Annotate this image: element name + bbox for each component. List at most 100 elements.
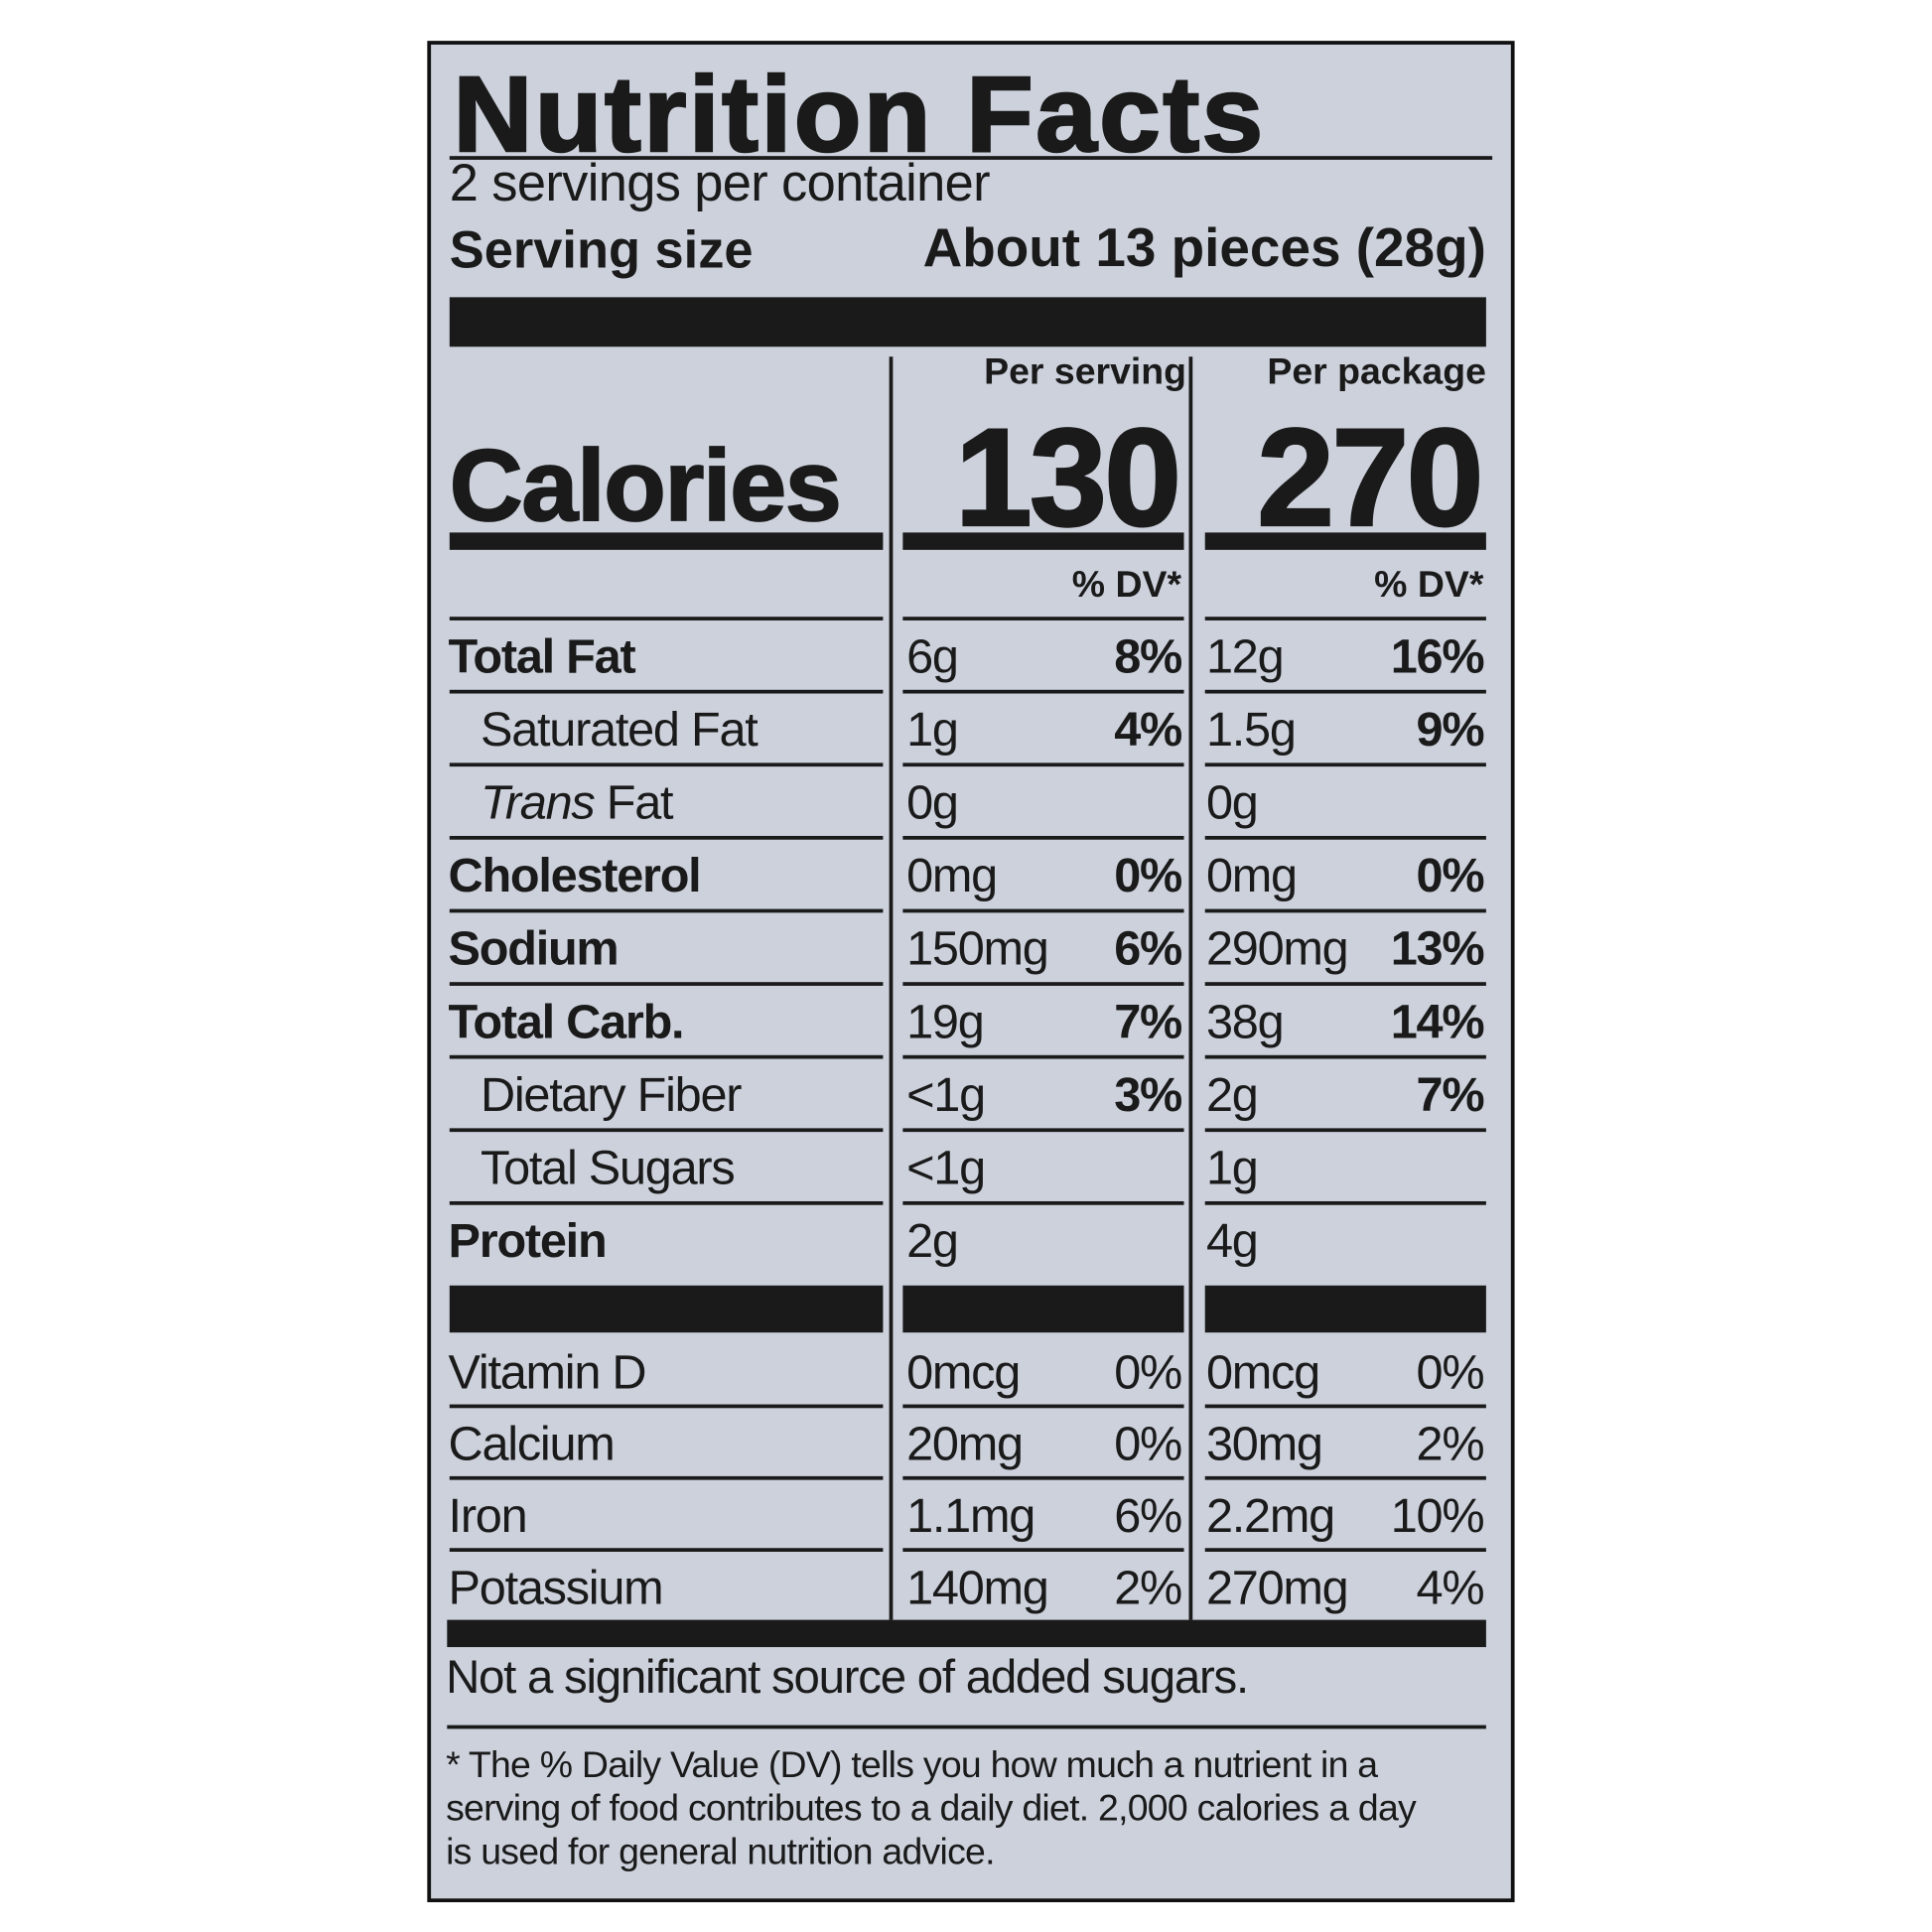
row-divider bbox=[1204, 762, 1486, 767]
per-serving-amount: 1g bbox=[906, 703, 959, 758]
nutrient-name: Trans Fat bbox=[480, 776, 674, 831]
nutrient-name-text: Total Sugars bbox=[480, 1142, 736, 1195]
nutrient-name: Total Carb. bbox=[449, 996, 685, 1050]
per-package-amount: 30mg bbox=[1205, 1418, 1323, 1471]
row-divider bbox=[902, 835, 1184, 840]
nutrient-name: Saturated Fat bbox=[480, 703, 759, 759]
row-divider bbox=[902, 617, 1184, 621]
nutrient-name-text: Sodium bbox=[448, 922, 620, 976]
per-package-dv: 16% bbox=[1390, 629, 1485, 684]
nutrient-name-text: Iron bbox=[448, 1489, 528, 1544]
thick-bar bbox=[449, 297, 1486, 347]
calories-per-serving: 130 bbox=[954, 399, 1183, 556]
row-divider bbox=[1204, 617, 1486, 621]
row-divider bbox=[902, 689, 1184, 694]
per-serving-amount: 0mcg bbox=[906, 1345, 1021, 1400]
row-divider bbox=[1204, 835, 1486, 840]
row-divider bbox=[1204, 908, 1486, 913]
per-package-amount: 1.5g bbox=[1205, 703, 1297, 758]
nutrient-name-text: Potassium bbox=[448, 1561, 664, 1615]
added-sugars-note: Not a significant source of added sugars… bbox=[446, 1652, 1249, 1705]
row-divider bbox=[449, 835, 884, 840]
vitamin-bar bbox=[902, 1285, 1184, 1333]
row-divider bbox=[1204, 1404, 1486, 1409]
column-divider bbox=[889, 356, 894, 1620]
row-divider bbox=[1204, 689, 1486, 694]
per-serving-header: Per serving bbox=[984, 351, 1187, 393]
calories-bar bbox=[1204, 532, 1486, 550]
per-serving-dv: 6% bbox=[1114, 922, 1182, 976]
per-package-dv: 9% bbox=[1416, 703, 1485, 758]
row-divider bbox=[449, 1548, 884, 1552]
calories-bar bbox=[449, 532, 884, 550]
per-package-amount: 38g bbox=[1205, 995, 1285, 1049]
row-divider bbox=[902, 1548, 1184, 1552]
per-serving-amount: 150mg bbox=[906, 922, 1049, 976]
serving-size-label: Serving size bbox=[449, 220, 754, 279]
nutrition-facts-label: Nutrition Facts 2 servings per container… bbox=[427, 41, 1515, 1903]
per-package-amount: 0mg bbox=[1205, 849, 1298, 903]
per-serving-dv: 2% bbox=[1114, 1561, 1182, 1615]
row-divider bbox=[449, 1054, 884, 1059]
nutrient-name: Dietary Fiber bbox=[481, 1069, 742, 1124]
per-package-dv: 13% bbox=[1390, 922, 1485, 976]
divider bbox=[447, 1725, 1486, 1729]
per-package-dv: 0% bbox=[1416, 1345, 1485, 1400]
row-divider bbox=[449, 1200, 884, 1205]
calories-bar bbox=[902, 532, 1184, 550]
nutrient-name-text: Calcium bbox=[448, 1418, 616, 1471]
per-serving-amount: 0g bbox=[906, 776, 959, 830]
label-title: Nutrition Facts bbox=[452, 55, 1266, 176]
row-divider bbox=[1204, 1475, 1486, 1480]
calories-label: Calories bbox=[449, 429, 843, 543]
per-serving-amount: 1.1mg bbox=[906, 1489, 1035, 1544]
per-package-amount: 0mcg bbox=[1205, 1345, 1320, 1400]
dv-footnote: * The % Daily Value (DV) tells you how m… bbox=[446, 1744, 1417, 1873]
row-divider bbox=[902, 982, 1184, 986]
per-serving-dv: 0% bbox=[1114, 1418, 1182, 1471]
row-divider bbox=[1204, 1054, 1486, 1059]
vitamin-bar bbox=[1204, 1285, 1486, 1333]
row-divider bbox=[449, 982, 884, 986]
per-serving-amount: 6g bbox=[906, 629, 959, 684]
row-divider bbox=[1204, 1200, 1486, 1205]
nutrient-name: Protein bbox=[449, 1215, 608, 1270]
row-divider bbox=[902, 1475, 1184, 1480]
row-divider bbox=[449, 1404, 884, 1409]
row-divider bbox=[449, 762, 884, 767]
per-package-header: Per package bbox=[1267, 351, 1486, 393]
per-serving-amount: 19g bbox=[906, 995, 985, 1049]
per-serving-dv: 0% bbox=[1114, 849, 1182, 903]
nutrient-name: Vitamin D bbox=[448, 1345, 647, 1401]
nutrient-name: Sodium bbox=[448, 922, 620, 977]
per-package-dv: 4% bbox=[1416, 1561, 1485, 1615]
per-serving-dv: 3% bbox=[1114, 1068, 1182, 1123]
nutrient-name-italic: Trans bbox=[480, 776, 596, 830]
row-divider bbox=[1204, 982, 1486, 986]
row-divider bbox=[449, 1128, 884, 1133]
per-serving-dv: 6% bbox=[1114, 1489, 1182, 1544]
per-serving-amount: 0mg bbox=[906, 849, 998, 903]
per-serving-dv: 0% bbox=[1114, 1345, 1182, 1400]
nutrient-name-text: Saturated Fat bbox=[480, 703, 759, 758]
per-serving-amount: 2g bbox=[906, 1214, 959, 1269]
per-package-amount: 290mg bbox=[1205, 922, 1349, 976]
divider bbox=[449, 156, 1493, 160]
serving-size-value: About 13 pieces (28g) bbox=[922, 217, 1486, 279]
nutrient-name-text: Vitamin D bbox=[448, 1345, 647, 1400]
per-serving-amount: <1g bbox=[906, 1068, 986, 1123]
nutrient-name: Total Fat bbox=[449, 630, 636, 685]
per-package-dv: 10% bbox=[1390, 1489, 1485, 1544]
per-package-dv: 7% bbox=[1416, 1068, 1485, 1123]
per-serving-dv: 4% bbox=[1114, 703, 1182, 758]
row-divider bbox=[902, 762, 1184, 767]
per-package-dv: 2% bbox=[1416, 1418, 1485, 1471]
row-divider bbox=[1204, 1548, 1486, 1552]
row-divider bbox=[902, 1128, 1184, 1133]
nutrient-name: Total Sugars bbox=[480, 1142, 736, 1196]
row-divider bbox=[449, 617, 884, 621]
servings-per-container: 2 servings per container bbox=[449, 153, 991, 212]
per-package-amount: 4g bbox=[1205, 1214, 1259, 1269]
nutrient-name: Cholesterol bbox=[449, 850, 702, 904]
per-package-dv: 0% bbox=[1416, 849, 1485, 903]
